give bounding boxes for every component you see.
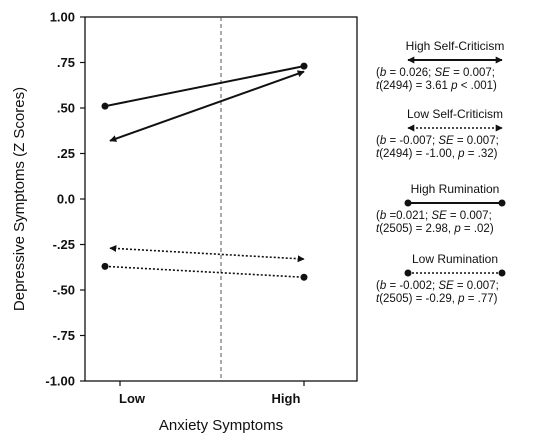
y-tick-label: -.75 (53, 328, 75, 343)
legend-item: Low Self-Criticism (b = -0.007; SE = 0.00… (376, 108, 534, 161)
stat-text: = 0.007; (453, 280, 499, 292)
stat-symbol: b (379, 280, 387, 292)
y-tick-label: .75 (57, 55, 75, 70)
legend-swatch-point (404, 199, 412, 207)
legend-swatch-point (498, 199, 506, 207)
stat-symbol: t (376, 80, 380, 92)
stat-symbol: b (379, 67, 387, 79)
y-tick-label: .25 (57, 146, 75, 161)
stat-text: = 0.007; (446, 210, 492, 222)
y-tick-label: -.50 (53, 283, 75, 298)
series-layer (101, 62, 308, 281)
stat-text: = 0.007; (449, 67, 495, 79)
stat-symbol: SE (438, 280, 454, 292)
stat-text: ( (376, 210, 380, 222)
low-rumination-point-high (300, 273, 308, 281)
stat-text: (2494) = -1.00, (379, 148, 459, 160)
y-axis-label: Depressive Symptoms (Z Scores) (11, 87, 28, 311)
high-rumination-line (104, 65, 305, 108)
low-rumination-point-low (101, 262, 109, 270)
stat-text: = -0.002; (386, 280, 439, 292)
x-tick-label: Low (119, 391, 146, 406)
stat-symbol: t (376, 148, 380, 160)
stat-text: (2505) = -0.29, (379, 293, 459, 305)
legend-item-name: High Self-Criticism (405, 39, 505, 53)
legend-swatch (407, 124, 503, 132)
high-self-criticism-line (109, 70, 305, 142)
y-tick-label: -.25 (53, 237, 75, 252)
legend-stat-line-1: (b =0.021; SE = 0.007; (376, 210, 534, 223)
stat-symbol: t (376, 223, 380, 235)
legend-swatch-point (498, 269, 506, 277)
legend-stat-line-1: (b = -0.002; SE = 0.007; (376, 280, 534, 293)
stat-text: (2505) = 2.98, (379, 223, 455, 235)
stat-text: = 0.007; (453, 135, 499, 147)
legend-swatch (407, 56, 503, 64)
legend-swatch (404, 199, 506, 207)
stat-text: = .02) (460, 223, 494, 235)
y-axis-ticks: 1.00 .75 .50 .25 0.0 -.25 -.50 -.75 -1.00 (45, 10, 85, 389)
x-axis-ticks: Low High (119, 381, 305, 406)
stat-text: =0.021; (386, 210, 432, 222)
legend-item-name: Low Rumination (411, 252, 499, 266)
stat-symbol: SE (431, 210, 447, 222)
stat-symbol: b (379, 210, 387, 222)
high-rumination-point-high (300, 62, 308, 70)
stat-symbol: p (458, 293, 465, 305)
stat-symbol: SE (438, 135, 454, 147)
legend-item: High Rumination (b =0.021; SE = 0.007; t(2… (376, 183, 534, 236)
stat-text: ( (376, 280, 380, 292)
stat-symbol: SE (434, 67, 450, 79)
x-axis-label: Anxiety Symptoms (159, 417, 283, 434)
stat-symbol: b (379, 135, 387, 147)
stat-text: = .77) (464, 293, 498, 305)
legend-stat-line-2: t(2505) = -0.29, p = .77) (376, 293, 534, 306)
low-rumination-line (104, 265, 305, 279)
x-tick-label: High (272, 391, 301, 406)
stat-text: = -0.007; (386, 135, 439, 147)
legend-stat-line-1: (b = -0.007; SE = 0.007; (376, 135, 534, 148)
legend-stat-line-2: t(2494) = -1.00, p = .32) (376, 148, 534, 161)
stat-symbol: p (451, 80, 458, 92)
legend-item-name: Low Self-Criticism (406, 107, 503, 121)
stat-text: = 0.026; (386, 67, 435, 79)
stat-symbol: p (458, 148, 465, 160)
high-rumination-point-low (101, 102, 109, 110)
legend-item: Low Rumination (b = -0.002; SE = 0.007; t(… (376, 253, 534, 306)
legend-swatch (404, 269, 506, 277)
legend-stat-line-1: (b = 0.026; SE = 0.007; (376, 67, 534, 80)
y-tick-label: 0.0 (57, 192, 75, 207)
stat-text: < .001) (457, 80, 497, 92)
stat-text: (2494) = 3.61 (379, 80, 452, 92)
stat-symbol: t (376, 293, 380, 305)
legend-item-name: High Rumination (410, 182, 500, 196)
legend-stat-line-2: t(2494) = 3.61 p < .001) (376, 80, 534, 93)
low-self-criticism-line (109, 244, 305, 263)
legend-item: High Self-Criticism (b = 0.026; SE = 0.00… (376, 40, 534, 93)
y-tick-label: 1.00 (50, 10, 75, 25)
y-tick-label: -1.00 (45, 374, 75, 389)
stat-text: ( (376, 67, 380, 79)
y-tick-label: .50 (57, 101, 75, 116)
stat-text: = .32) (464, 148, 498, 160)
legend-stat-line-2: t(2505) = 2.98, p = .02) (376, 223, 534, 236)
stat-symbol: p (454, 223, 461, 235)
stat-text: ( (376, 135, 380, 147)
legend-swatch-point (404, 269, 412, 277)
